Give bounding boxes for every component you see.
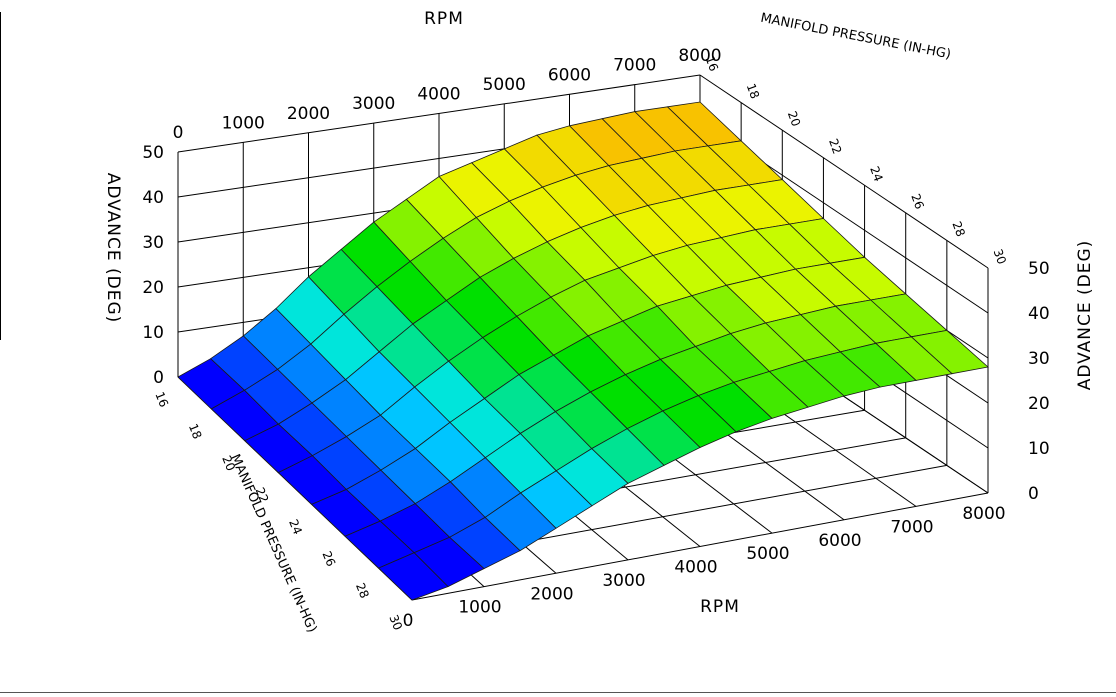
side-wall-advance-gridline — [699, 74, 989, 269]
top-rpm-tick-label: 5000 — [483, 75, 526, 95]
left-advance-tick-label: 10 — [142, 323, 164, 343]
top-pressure-tick-label: 28 — [949, 219, 967, 238]
left-pressure-tick-label: 16 — [152, 390, 171, 409]
top-pressure-tick-label: 22 — [826, 137, 844, 156]
left-pressure-tick-label: 24 — [286, 517, 305, 536]
right-advance-tick-label: 20 — [1028, 394, 1050, 414]
left-pressure-tick-label: 18 — [186, 422, 205, 441]
left-advance-tick-label: 40 — [142, 188, 164, 208]
bottom-rpm-tick-label: 2000 — [530, 584, 573, 604]
left-border-rule — [0, 12, 1, 340]
top-rpm-tick-label: 0 — [173, 123, 184, 143]
bottom-rpm-tick-label: 1000 — [458, 598, 501, 618]
left-advance-tick-label: 50 — [142, 143, 164, 163]
bottom-rpm-tick-label: 7000 — [890, 517, 933, 537]
bottom-rpm-tick-label: 6000 — [818, 531, 861, 551]
bottom-rpm-tick-label: 8000 — [962, 504, 1005, 524]
top-rpm-tick-label: 7000 — [613, 56, 656, 76]
left-pressure-tick-label: 22 — [253, 485, 272, 504]
top-pressure-tick-label: 16 — [703, 54, 721, 73]
top-rpm-tick-label: 1000 — [222, 113, 265, 133]
bottom-rpm-tick-label: 3000 — [602, 571, 645, 591]
left-advance-tick-label: 30 — [142, 233, 164, 253]
left-pressure-tick-label: 28 — [353, 581, 372, 600]
bottom-border-rule — [0, 692, 1116, 693]
top-pressure-tick-label: 24 — [867, 164, 885, 183]
right-advance-tick-label: 50 — [1028, 259, 1050, 279]
top-rpm-tick-label: 3000 — [352, 94, 395, 114]
top-rpm-tick-label: 2000 — [287, 104, 330, 124]
bottom-rpm-tick-label: 4000 — [674, 558, 717, 578]
right-advance-tick-label: 10 — [1028, 439, 1050, 459]
top-rpm-tick-label: 8000 — [678, 46, 721, 66]
right-advance-tick-label: 0 — [1028, 484, 1039, 504]
left-pressure-tick-label: 30 — [386, 613, 405, 632]
bottom-rpm-axis-title: RPM — [700, 597, 740, 617]
right-advance-axis-title: ADVANCE (DEG) — [1075, 240, 1095, 391]
left-advance-tick-label: 0 — [153, 368, 164, 388]
top-rpm-tick-label: 6000 — [548, 65, 591, 85]
top-pressure-tick-label: 20 — [785, 109, 803, 128]
surface-cell — [377, 552, 449, 601]
floor-pressure-gridline — [411, 492, 989, 601]
advance-surface — [177, 101, 989, 601]
left-pressure-tick-label: 26 — [319, 549, 338, 568]
top-rpm-tick-label: 4000 — [417, 85, 460, 105]
tick-labels: 0 1000 2000 3000 4000 5000 6000 7000 80000100020… — [142, 46, 1049, 632]
top-pressure-axis-title: MANIFOLD PRESSURE (IN-HG) — [759, 11, 952, 63]
back-wall-advance-gridline — [177, 74, 701, 153]
bottom-rpm-tick-label: 0 — [403, 611, 414, 631]
top-pressure-tick-label: 18 — [744, 82, 762, 101]
left-pressure-tick-label: 20 — [219, 454, 238, 473]
top-pressure-tick-label: 30 — [991, 247, 1009, 266]
top-pressure-tick-label: 26 — [908, 192, 926, 211]
right-advance-tick-label: 40 — [1028, 304, 1050, 324]
top-rpm-axis-title: RPM — [424, 9, 464, 29]
left-advance-tick-label: 20 — [142, 278, 164, 298]
right-advance-tick-label: 30 — [1028, 349, 1050, 369]
left-advance-axis-title: ADVANCE (DEG) — [103, 173, 123, 324]
bottom-rpm-tick-label: 5000 — [746, 544, 789, 564]
